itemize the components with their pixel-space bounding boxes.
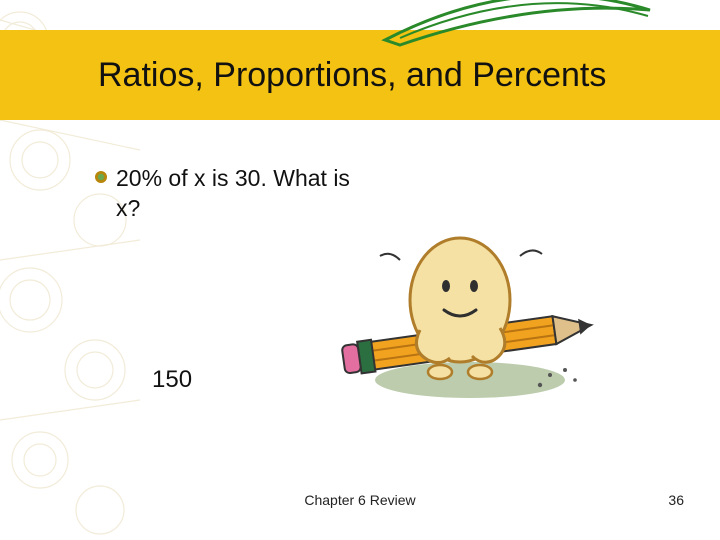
footer-text: Chapter 6 Review xyxy=(0,492,720,508)
egg-pencil-clipart xyxy=(340,220,600,410)
question-text: 20% of x is 30. What is x? xyxy=(116,164,376,224)
page-number: 36 xyxy=(668,492,684,508)
answer-text: 150 xyxy=(152,366,192,394)
bullet-icon xyxy=(94,170,108,184)
slide-title: Ratios, Proportions, and Percents xyxy=(98,56,606,95)
